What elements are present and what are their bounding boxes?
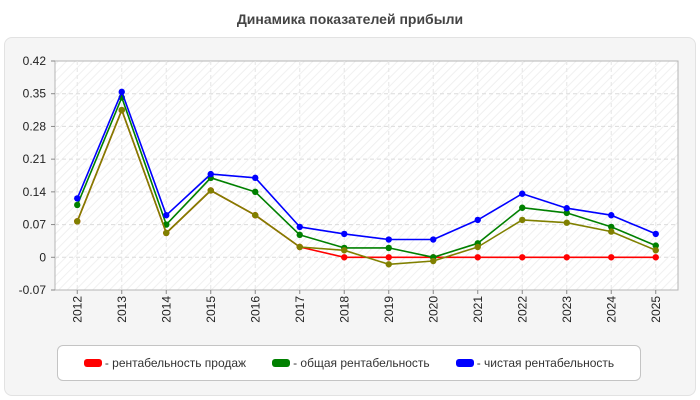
x-tick-label: 2012: [70, 296, 84, 323]
x-tick-label: 2023: [560, 296, 574, 323]
data-point: [474, 254, 481, 261]
data-point: [118, 88, 125, 96]
data-point: [563, 254, 570, 261]
data-point: [474, 216, 481, 224]
data-point: [252, 212, 259, 219]
data-point: [652, 230, 659, 238]
data-point: [385, 261, 392, 268]
y-tick-label: -0.07: [19, 283, 47, 297]
data-point: [163, 212, 170, 219]
data-point: [341, 230, 348, 238]
legend-item: - чистая рентабельность: [455, 356, 615, 370]
x-tick-label: 2022: [515, 296, 529, 323]
x-tick-label: 2019: [382, 296, 396, 323]
data-point: [430, 236, 437, 243]
data-point: [385, 254, 392, 261]
data-point: [608, 223, 615, 231]
legend: - рентабельность продаж - общая рентабель…: [57, 345, 641, 381]
data-point: [74, 195, 81, 202]
data-point: [341, 247, 348, 254]
data-point: [563, 219, 570, 226]
data-point: [118, 106, 125, 114]
y-tick-label: 0.07: [23, 218, 47, 232]
data-point: [385, 236, 392, 243]
legend-label: - чистая рентабельность: [476, 356, 615, 370]
data-point: [652, 242, 659, 249]
data-point: [341, 254, 348, 261]
x-tick-label: 2017: [293, 296, 307, 323]
data-point: [74, 218, 81, 225]
data-point: [252, 174, 259, 182]
x-tick-label: 2024: [604, 296, 618, 323]
data-point: [296, 243, 303, 251]
legend-item: - общая рентабельность: [272, 356, 430, 370]
series-lines: [74, 88, 659, 268]
data-point: [519, 216, 526, 224]
data-point: [74, 201, 81, 209]
chart-title: Динамика показателей прибыли: [236, 11, 464, 27]
data-point: [519, 204, 526, 211]
data-point: [563, 205, 570, 212]
y-tick-label: 0.35: [23, 87, 47, 101]
series-line: [76, 109, 657, 266]
series-line: [76, 96, 657, 259]
x-tick-label: 2025: [649, 296, 663, 323]
data-point: [608, 212, 615, 219]
legend-item: - рентабельность продаж: [83, 356, 247, 370]
data-point: [207, 170, 214, 178]
data-point: [385, 244, 392, 252]
data-point: [252, 188, 259, 196]
grid-lines: [55, 61, 678, 290]
data-point: [163, 229, 170, 237]
y-tick-label: 0.42: [23, 54, 47, 68]
data-point: [519, 254, 526, 261]
y-tick-label: 0: [39, 250, 46, 264]
x-tick-label: 2013: [115, 296, 129, 323]
data-point: [296, 231, 303, 239]
y-tick-label: 0.28: [23, 119, 47, 133]
legend-swatch: [455, 359, 474, 367]
legend-swatch: [272, 359, 291, 367]
x-tick-label: 2020: [426, 296, 440, 323]
legend-swatch: [83, 359, 102, 367]
data-point: [519, 190, 526, 197]
data-point: [474, 243, 481, 251]
data-point: [563, 209, 570, 217]
x-tick-label: 2021: [471, 296, 485, 323]
x-tick-label: 2014: [159, 296, 173, 323]
x-tick-label: 2015: [204, 296, 218, 323]
x-tick-label: 2018: [337, 296, 351, 323]
plot-area: [54, 60, 679, 291]
legend-label: - общая рентабельность: [293, 356, 430, 370]
data-point: [296, 223, 303, 231]
x-tick-label: 2016: [248, 296, 262, 323]
data-point: [652, 247, 659, 254]
axis-labels: -0.07 0 0.07 0.14 0.21 0.28 0.35 0.42 2012 2013 20…: [19, 54, 663, 323]
y-tick-label: 0.14: [23, 185, 47, 199]
legend-label: - рентабельность продаж: [104, 356, 247, 370]
data-point: [608, 228, 615, 235]
y-tick-label: 0.21: [23, 152, 47, 166]
data-point: [430, 257, 437, 265]
data-point: [207, 187, 214, 194]
data-point: [608, 254, 615, 261]
series-line: [76, 91, 657, 241]
data-point: [652, 254, 659, 261]
